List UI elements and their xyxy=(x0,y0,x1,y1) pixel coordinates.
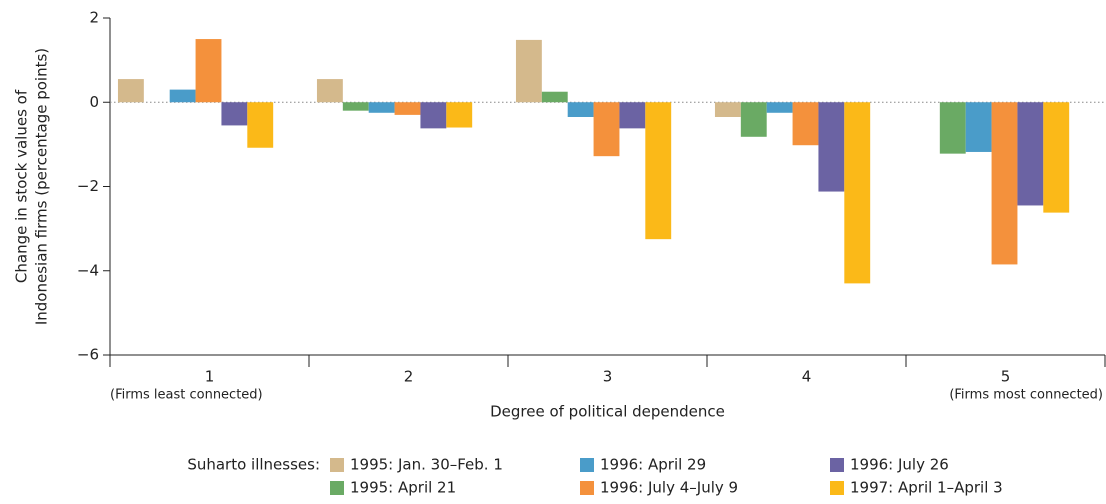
x-tick-label: 2 xyxy=(404,368,414,386)
bar xyxy=(766,102,793,113)
bar xyxy=(541,91,568,103)
bar xyxy=(247,102,274,148)
y-tick-label: −6 xyxy=(77,346,99,364)
legend-swatch xyxy=(330,458,344,472)
legend-label: 1997: April 1–April 3 xyxy=(850,479,1003,497)
bar xyxy=(342,102,369,111)
legend-label: 1996: April 29 xyxy=(600,456,706,474)
bar xyxy=(195,39,222,103)
y-axis-label: Change in stock values of xyxy=(13,89,31,283)
bar xyxy=(991,102,1018,265)
x-tick-label: 3 xyxy=(603,368,613,386)
bar xyxy=(844,102,871,284)
x-axis-label: Degree of political dependence xyxy=(490,403,725,421)
legend-swatch xyxy=(330,481,344,495)
bar xyxy=(169,89,196,103)
bar xyxy=(714,102,741,117)
bar xyxy=(645,102,672,240)
bar xyxy=(818,102,845,192)
x-tick-sublabel: (Firms most connected) xyxy=(949,388,1103,403)
bar xyxy=(740,102,767,137)
legend-swatch xyxy=(830,458,844,472)
legend-title: Suharto illnesses: xyxy=(187,456,320,474)
bar xyxy=(221,102,248,126)
legend-swatch xyxy=(580,481,594,495)
bar xyxy=(965,102,992,152)
x-tick-label: 4 xyxy=(802,368,812,386)
legend-label: 1995: Jan. 30–Feb. 1 xyxy=(350,456,503,474)
y-tick-label: −4 xyxy=(77,261,99,279)
bar xyxy=(567,102,594,117)
x-tick-label: 1 xyxy=(205,368,215,386)
bar xyxy=(1017,102,1044,206)
bar xyxy=(619,102,646,129)
bar xyxy=(394,102,421,115)
y-tick-label: 2 xyxy=(89,9,99,27)
x-tick-label: 5 xyxy=(1001,368,1011,386)
bar xyxy=(1043,102,1070,213)
legend-swatch xyxy=(580,458,594,472)
bar xyxy=(792,102,819,146)
bar xyxy=(117,79,144,103)
bar xyxy=(420,102,447,129)
x-tick-sublabel: (Firms least connected) xyxy=(110,388,263,403)
bar xyxy=(446,102,473,128)
legend-label: 1995: April 21 xyxy=(350,479,456,497)
bar xyxy=(593,102,620,157)
y-tick-label: −2 xyxy=(77,177,99,195)
bar xyxy=(515,39,542,103)
legend-label: 1996: July 4–July 9 xyxy=(600,479,738,497)
y-axis-label: Indonesian firms (percentage points) xyxy=(33,48,51,325)
legend-swatch xyxy=(830,481,844,495)
bar xyxy=(368,102,395,113)
y-tick-label: 0 xyxy=(89,93,99,111)
legend-label: 1996: July 26 xyxy=(850,456,949,474)
bar xyxy=(939,102,966,154)
bar xyxy=(316,79,343,103)
